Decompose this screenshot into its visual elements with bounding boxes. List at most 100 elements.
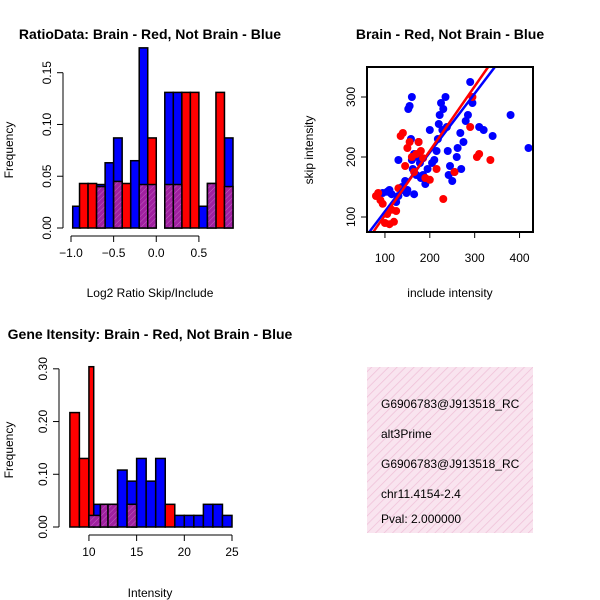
not-brain-bar <box>129 159 140 229</box>
scatter-plot-frame <box>366 66 534 233</box>
x-tick-label: 0.5 <box>191 246 208 260</box>
not-brain-bar <box>135 457 147 528</box>
brain-point <box>439 195 448 203</box>
brain-point <box>389 217 398 226</box>
x-tick-label: 25 <box>225 545 239 559</box>
not-brain-point <box>439 105 448 113</box>
not-brain-point <box>457 165 466 173</box>
scatter-y-axis-label: skip intensity <box>302 116 316 185</box>
intensity-axes: 10 15 20 25 0.00 0.10 0.20 0.30 <box>36 357 239 559</box>
scatter-axes: 100 200 300 400 100 200 300 <box>344 87 530 265</box>
brain-point <box>425 175 434 184</box>
brain-bar <box>88 365 95 528</box>
not-brain-point <box>435 111 444 119</box>
brain-point <box>378 199 387 208</box>
not-brain-bar <box>145 480 157 528</box>
not-brain-bar <box>183 514 195 528</box>
not-brain-bar <box>104 162 115 229</box>
not-brain-bar <box>174 514 186 528</box>
brain-bar <box>189 91 200 229</box>
intensity-x-axis-label: Intensity <box>128 586 173 600</box>
x-tick-label: 100 <box>375 251 395 265</box>
not-brain-point <box>407 93 416 101</box>
not-brain-point <box>437 99 446 107</box>
brain-bar <box>78 182 89 229</box>
y-tick-label: 0.05 <box>40 164 54 188</box>
brain-bar <box>181 91 192 229</box>
overlap-bar <box>164 183 175 229</box>
overlap-bar <box>107 503 119 528</box>
brain-bar <box>215 91 226 229</box>
ratio-chart-title: RatioData: Brain - Red, Not Brain - Blue <box>19 26 281 42</box>
brain-point <box>405 138 414 146</box>
brain-regression-line <box>371 67 490 232</box>
overlap-bar <box>95 185 106 229</box>
x-tick-label: 400 <box>510 251 530 265</box>
not-brain-point <box>524 144 533 152</box>
not-brain-point <box>488 132 497 140</box>
brain-point <box>414 138 423 146</box>
not-brain-point <box>506 111 515 119</box>
not-brain-point <box>394 156 403 164</box>
scatter-points <box>371 78 533 229</box>
intensity-bars <box>69 365 233 528</box>
brain-point <box>374 189 383 197</box>
not-brain-bar <box>221 514 233 528</box>
ratio-bars <box>71 47 234 229</box>
brain-point <box>466 123 475 131</box>
not-brain-point <box>479 126 488 134</box>
y-tick-label: 100 <box>344 207 358 227</box>
brain-bar <box>78 457 90 528</box>
not-brain-point <box>443 147 452 155</box>
not-brain-point <box>423 165 432 173</box>
not-brain-point <box>387 190 396 199</box>
not-brain-point <box>410 190 419 199</box>
y-tick-label: 0.00 <box>40 216 54 240</box>
brain-point <box>450 168 459 176</box>
brain-bar <box>69 411 81 528</box>
not-brain-point <box>453 144 462 152</box>
intensity-y-axis-label: Frequency <box>2 422 16 479</box>
x-tick-label: −1.0 <box>59 246 83 260</box>
x-tick-label: 20 <box>178 545 192 559</box>
not-brain-point <box>441 93 450 101</box>
x-tick-label: −0.5 <box>102 246 126 260</box>
brain-point <box>432 165 441 173</box>
y-tick-label: 0.30 <box>36 357 50 381</box>
brain-point <box>416 147 425 155</box>
scatter-regression-lines <box>367 67 496 232</box>
brain-point <box>392 207 401 215</box>
overlap-bar <box>126 503 138 528</box>
not-brain-point <box>405 102 414 110</box>
brain-point <box>403 144 412 152</box>
not-brain-bar <box>198 205 209 229</box>
ratio-histogram-panel: RatioData: Brain - Red, Not Brain - Blue… <box>2 26 281 300</box>
overlap-bar <box>112 180 123 229</box>
x-tick-label: 300 <box>465 251 485 265</box>
y-tick-label: 0.20 <box>36 410 50 434</box>
ratio-x-axis-label: Log2 Ratio Skip/Include <box>87 286 214 300</box>
ratio-axes: −1.0 −0.5 0.0 0.5 0.00 0.05 0.10 0.15 <box>40 61 208 260</box>
brain-bar <box>121 182 132 229</box>
info-line-3: G6906783@J913518_RC <box>381 457 520 471</box>
overlap-bar <box>223 185 234 229</box>
brain-point <box>401 162 410 170</box>
brain-bar <box>87 182 98 229</box>
overlap-bar <box>146 183 158 229</box>
overlap-bar <box>99 503 109 528</box>
x-tick-label: 200 <box>420 251 440 265</box>
y-tick-label: 0.00 <box>36 515 50 539</box>
not-brain-point <box>461 117 470 125</box>
overlap-bar <box>172 183 183 229</box>
not-brain-bar <box>154 457 166 528</box>
not-brain-point <box>459 138 468 146</box>
not-brain-bar <box>116 469 128 528</box>
overlap-bar <box>138 183 149 229</box>
brain-point <box>486 156 495 164</box>
not-brain-point <box>456 129 465 137</box>
x-tick-label: 15 <box>130 545 144 559</box>
info-panel-background <box>367 367 533 533</box>
not-brain-point <box>446 162 454 170</box>
intensity-histogram-panel: Gene Itensity: Brain - Red, Not Brain - … <box>2 326 293 600</box>
y-tick-label: 300 <box>344 87 358 107</box>
